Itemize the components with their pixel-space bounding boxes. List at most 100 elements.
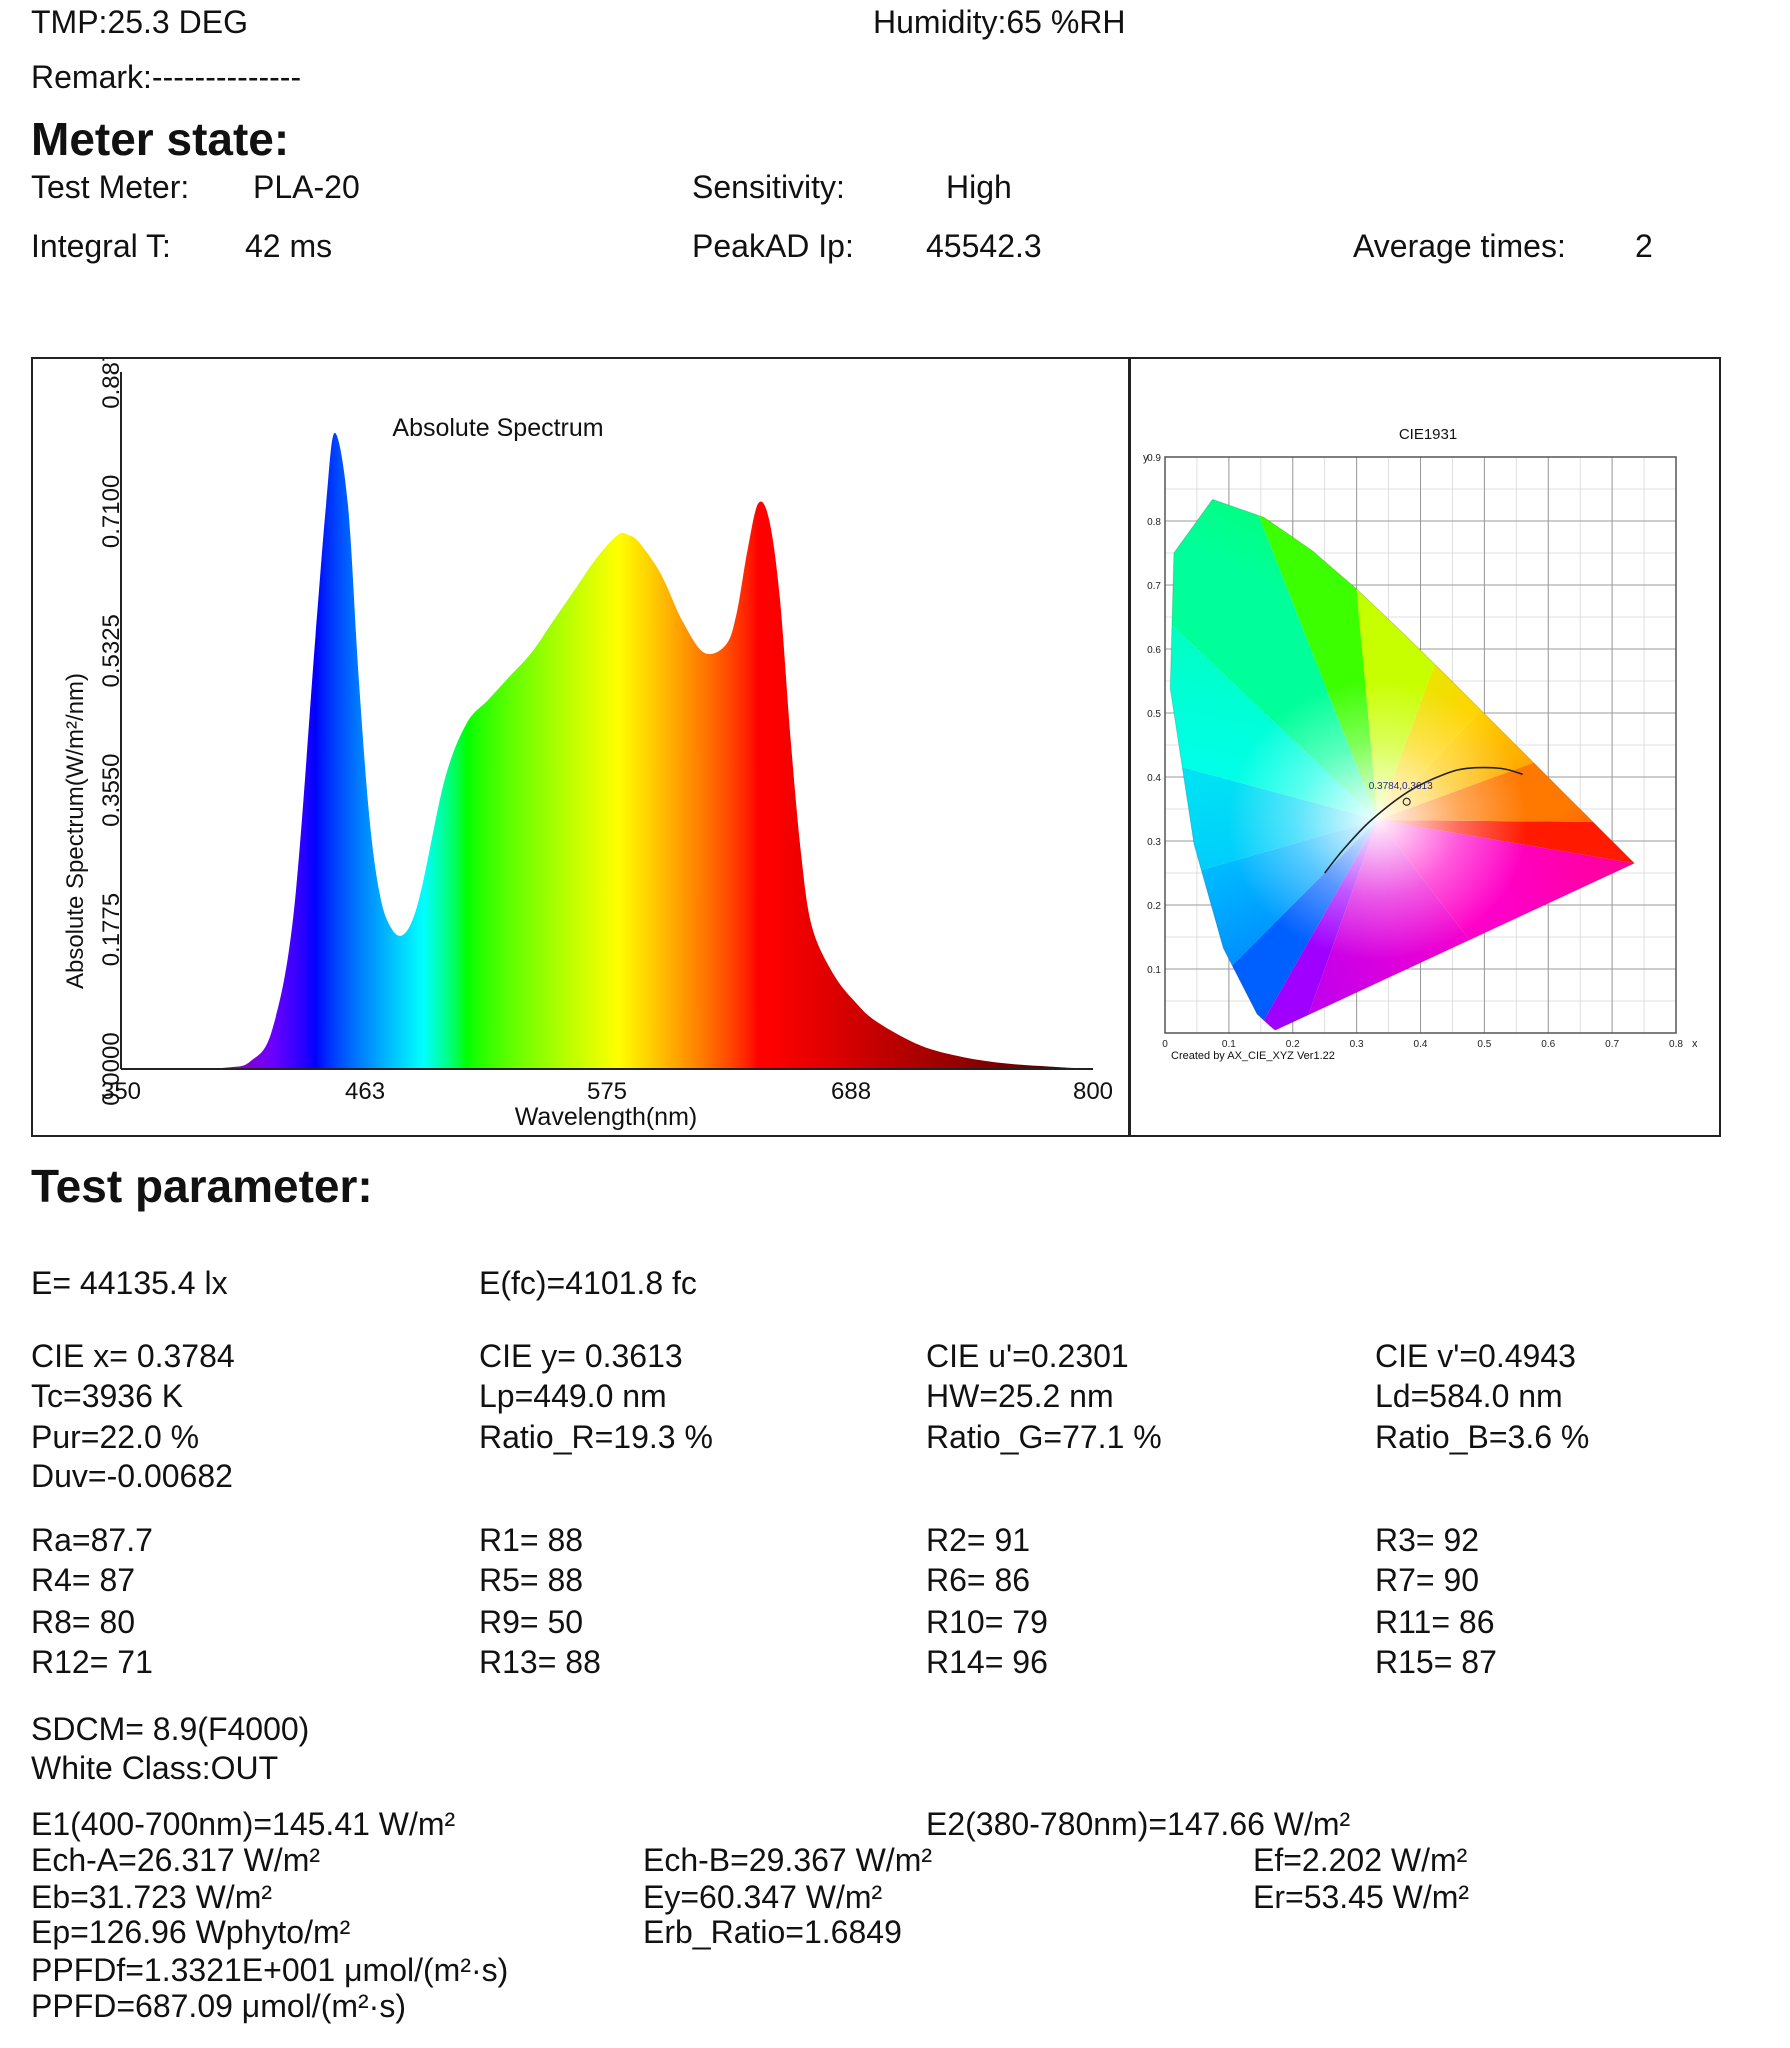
cie-y-tick: 0.5 [1147, 709, 1161, 720]
cie1931-chart: CIE1931 0 0.1 0.2 0.3 0.4 0.5 0.6 0.7 0.8 0.1 0.2 0… [1143, 426, 1698, 1062]
param-cell: Tc=3936 K [31, 1378, 184, 1414]
average-times-value: 2 [1635, 228, 1653, 264]
illuminance-fc: E(fc)=4101.8 fc [479, 1265, 697, 1301]
e2-text: E2(380-780nm)=147.66 W/m² [926, 1806, 1351, 1842]
cie-y-tick: 0.4 [1147, 773, 1161, 784]
spectrum-y-tick: 0.7100 [98, 475, 125, 548]
ey-text: Ey=60.347 W/m² [643, 1879, 883, 1915]
ppfdf-text: PPFDf=1.3321E+001 μmol/(m²·s) [31, 1952, 509, 1988]
test-parameter-heading: Test parameter: [31, 1160, 373, 1212]
ech-a-text: Ech-A=26.317 W/m² [31, 1842, 320, 1878]
cie-planckian-locus [1324, 766, 1523, 874]
spectrum-y-tick: 0.1775 [98, 893, 125, 966]
integral-time-value: 42 ms [245, 228, 333, 264]
cie-color-segment [1170, 499, 1378, 820]
cie-y-tick: 0.8 [1147, 517, 1161, 528]
cri-cell: R4= 87 [31, 1562, 136, 1598]
param-cell: Ratio_B=3.6 % [1375, 1419, 1590, 1455]
spectrum-x-tick: 688 [831, 1078, 871, 1105]
cie-x-tick: 0.4 [1414, 1039, 1428, 1050]
cie-footer: Created by AX_CIE_XYZ Ver1.22 [1171, 1050, 1335, 1062]
param-cell: Ratio_R=19.3 % [479, 1419, 713, 1455]
meter-state-heading: Meter state: [31, 113, 290, 165]
spectrum-y-tick: 0.5325 [98, 614, 125, 687]
charts-divider [1128, 357, 1131, 1137]
spectrum-y-tick: 0.3550 [98, 753, 125, 826]
param-cell: Ratio_G=77.1 % [926, 1419, 1162, 1455]
cie-y-tick: 0.6 [1147, 645, 1161, 656]
param-cell: HW=25.2 nm [926, 1378, 1114, 1414]
average-times-label: Average times: [1353, 228, 1566, 264]
cie-color-segment [1170, 499, 1378, 820]
peakad-value: 45542.3 [926, 228, 1042, 264]
param-cell: CIE y= 0.3613 [479, 1338, 683, 1374]
param-cell: Ld=584.0 nm [1375, 1378, 1563, 1414]
spectrum-y-tick: 0.0000 [98, 1032, 125, 1105]
param-cell: Lp=449.0 nm [479, 1378, 667, 1414]
sensitivity-value: High [946, 169, 1012, 205]
param-cell: CIE u'=0.2301 [926, 1338, 1129, 1374]
cri-cell: R7= 90 [1375, 1562, 1480, 1598]
spectrum-x-tick: 800 [1073, 1078, 1113, 1105]
cie-white-glow [1227, 679, 1528, 960]
ech-b-text: Ech-B=29.367 W/m² [643, 1842, 932, 1878]
e1-text: E1(400-700nm)=145.41 W/m² [31, 1806, 456, 1842]
cri-cell: R15= 87 [1375, 1644, 1497, 1680]
cie-y-axis-label: y [1143, 452, 1149, 464]
param-cell: Pur=22.0 % [31, 1419, 200, 1455]
cie-x-tick: 0.2 [1286, 1039, 1300, 1050]
cie-y-tick: 0.9 [1147, 453, 1161, 464]
remark-text: Remark:-------------- [31, 59, 302, 95]
cie-y-tick: 0.7 [1147, 581, 1161, 592]
cie-x-tick: 0.6 [1541, 1039, 1555, 1050]
erb-ratio-text: Erb_Ratio=1.6849 [643, 1914, 902, 1950]
cie-measurement-point [1402, 797, 1411, 806]
spectrum-y-tick: 0.8875 [98, 359, 125, 409]
cie-spectral-locus [1169, 498, 1636, 1031]
cie-x-tick: 0.7 [1605, 1039, 1619, 1050]
spectrum-x-tick: 350 [101, 1078, 141, 1105]
ef-text: Ef=2.202 W/m² [1253, 1842, 1468, 1878]
cie-y-tick: 0.3 [1147, 837, 1161, 848]
spectrum-title: Absolute Spectrum [392, 414, 603, 442]
cri-cell: Ra=87.7 [31, 1522, 153, 1558]
white-class-text: White Class:OUT [31, 1750, 279, 1786]
integral-time-label: Integral T: [31, 228, 171, 264]
cri-cell: R12= 71 [31, 1644, 153, 1680]
spectrum-x-tick: 463 [345, 1078, 385, 1105]
cri-cell: R11= 86 [1375, 1604, 1495, 1640]
param-cell: CIE v'=0.4943 [1375, 1338, 1576, 1374]
cie-x-tick: 0.5 [1477, 1039, 1491, 1050]
spectrum-x-label: Wavelength(nm) [515, 1103, 697, 1131]
cri-cell: R5= 88 [479, 1562, 584, 1598]
param-cell: Duv=-0.00682 [31, 1458, 233, 1494]
test-meter-label: Test Meter: [31, 169, 190, 205]
cie-y-tick: 0.2 [1147, 901, 1161, 912]
eb-text: Eb=31.723 W/m² [31, 1879, 272, 1915]
peakad-label: PeakAD Ip: [692, 228, 854, 264]
cie-point-label: 0.3784,0.3613 [1369, 781, 1433, 792]
cri-cell: R2= 91 [926, 1522, 1031, 1558]
cri-cell: R3= 92 [1375, 1522, 1480, 1558]
cri-cell: R9= 50 [479, 1604, 584, 1640]
cri-cell: R1= 88 [479, 1522, 584, 1558]
spectrum-y-label: Absolute Spectrum(W/m²/nm) [62, 673, 89, 989]
temperature-text: TMP:25.3 DEG [31, 4, 248, 40]
sdcm-text: SDCM= 8.9(F4000) [31, 1711, 310, 1747]
cie-color-segment [1170, 499, 1378, 820]
spectrum-chart: Absolute Spectrum Wavelength(nm) Absolut… [62, 359, 1113, 1131]
cie-x-axis-label: x [1692, 1038, 1698, 1050]
charts-frame [31, 357, 1721, 1137]
er-text: Er=53.45 W/m² [1253, 1879, 1470, 1915]
sensitivity-label: Sensitivity: [692, 169, 845, 205]
cri-cell: R10= 79 [926, 1604, 1048, 1640]
spectrum-area [121, 432, 1093, 1069]
humidity-text: Humidity:65 %RH [873, 4, 1126, 40]
cri-cell: R8= 80 [31, 1604, 136, 1640]
cie-x-tick: 0 [1162, 1039, 1168, 1050]
cri-cell: R14= 96 [926, 1644, 1048, 1680]
illuminance-lx: E= 44135.4 lx [31, 1265, 228, 1301]
cie-plot-frame [1164, 456, 1677, 1034]
cie-x-tick: 0.1 [1222, 1039, 1236, 1050]
cie-title: CIE1931 [1399, 426, 1457, 443]
